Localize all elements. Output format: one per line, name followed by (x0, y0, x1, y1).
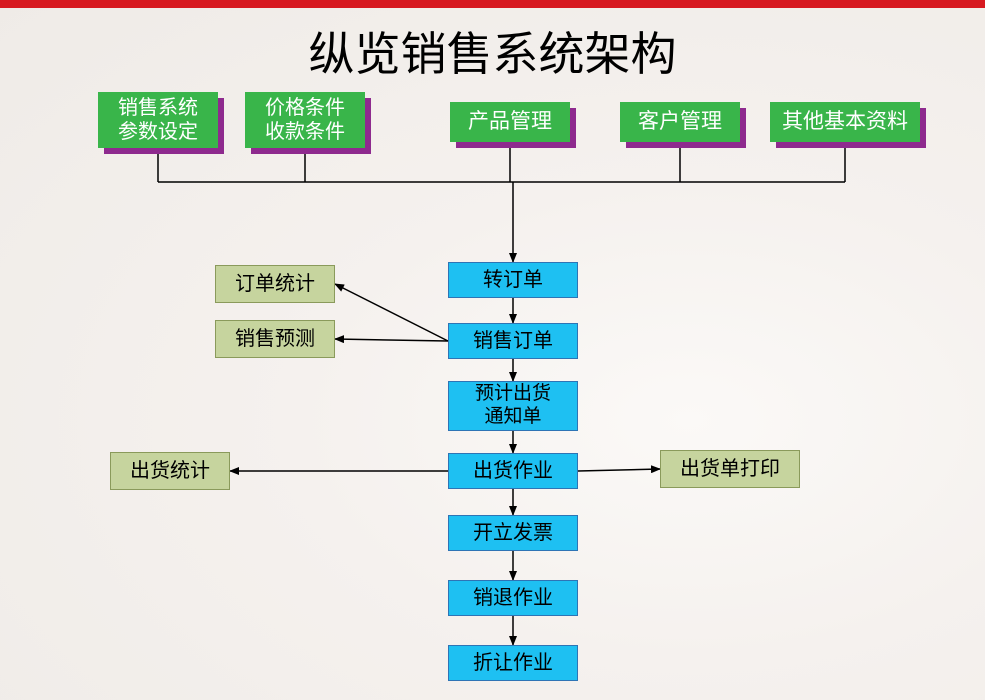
side-node-o4: 出货单打印 (660, 450, 800, 488)
side-node-o3: 出货统计 (110, 452, 230, 490)
flow-node-b7: 折让作业 (448, 645, 578, 681)
top-node-top1: 销售系统 参数设定 (98, 92, 218, 148)
flow-node-b1: 转订单 (448, 262, 578, 298)
top-node-top3: 产品管理 (450, 102, 570, 142)
side-node-o2: 销售预测 (215, 320, 335, 358)
flow-node-b3: 预计出货 通知单 (448, 381, 578, 431)
flow-node-b2: 销售订单 (448, 323, 578, 359)
top-accent-bar (0, 0, 985, 8)
side-node-o1: 订单统计 (215, 265, 335, 303)
top-node-top5: 其他基本资料 (770, 102, 920, 142)
flow-node-b4: 出货作业 (448, 453, 578, 489)
top-node-top4: 客户管理 (620, 102, 740, 142)
flow-node-b6: 销退作业 (448, 580, 578, 616)
page-title: 纵览销售系统架构 (0, 18, 985, 84)
top-node-top2: 价格条件 收款条件 (245, 92, 365, 148)
flow-node-b5: 开立发票 (448, 515, 578, 551)
